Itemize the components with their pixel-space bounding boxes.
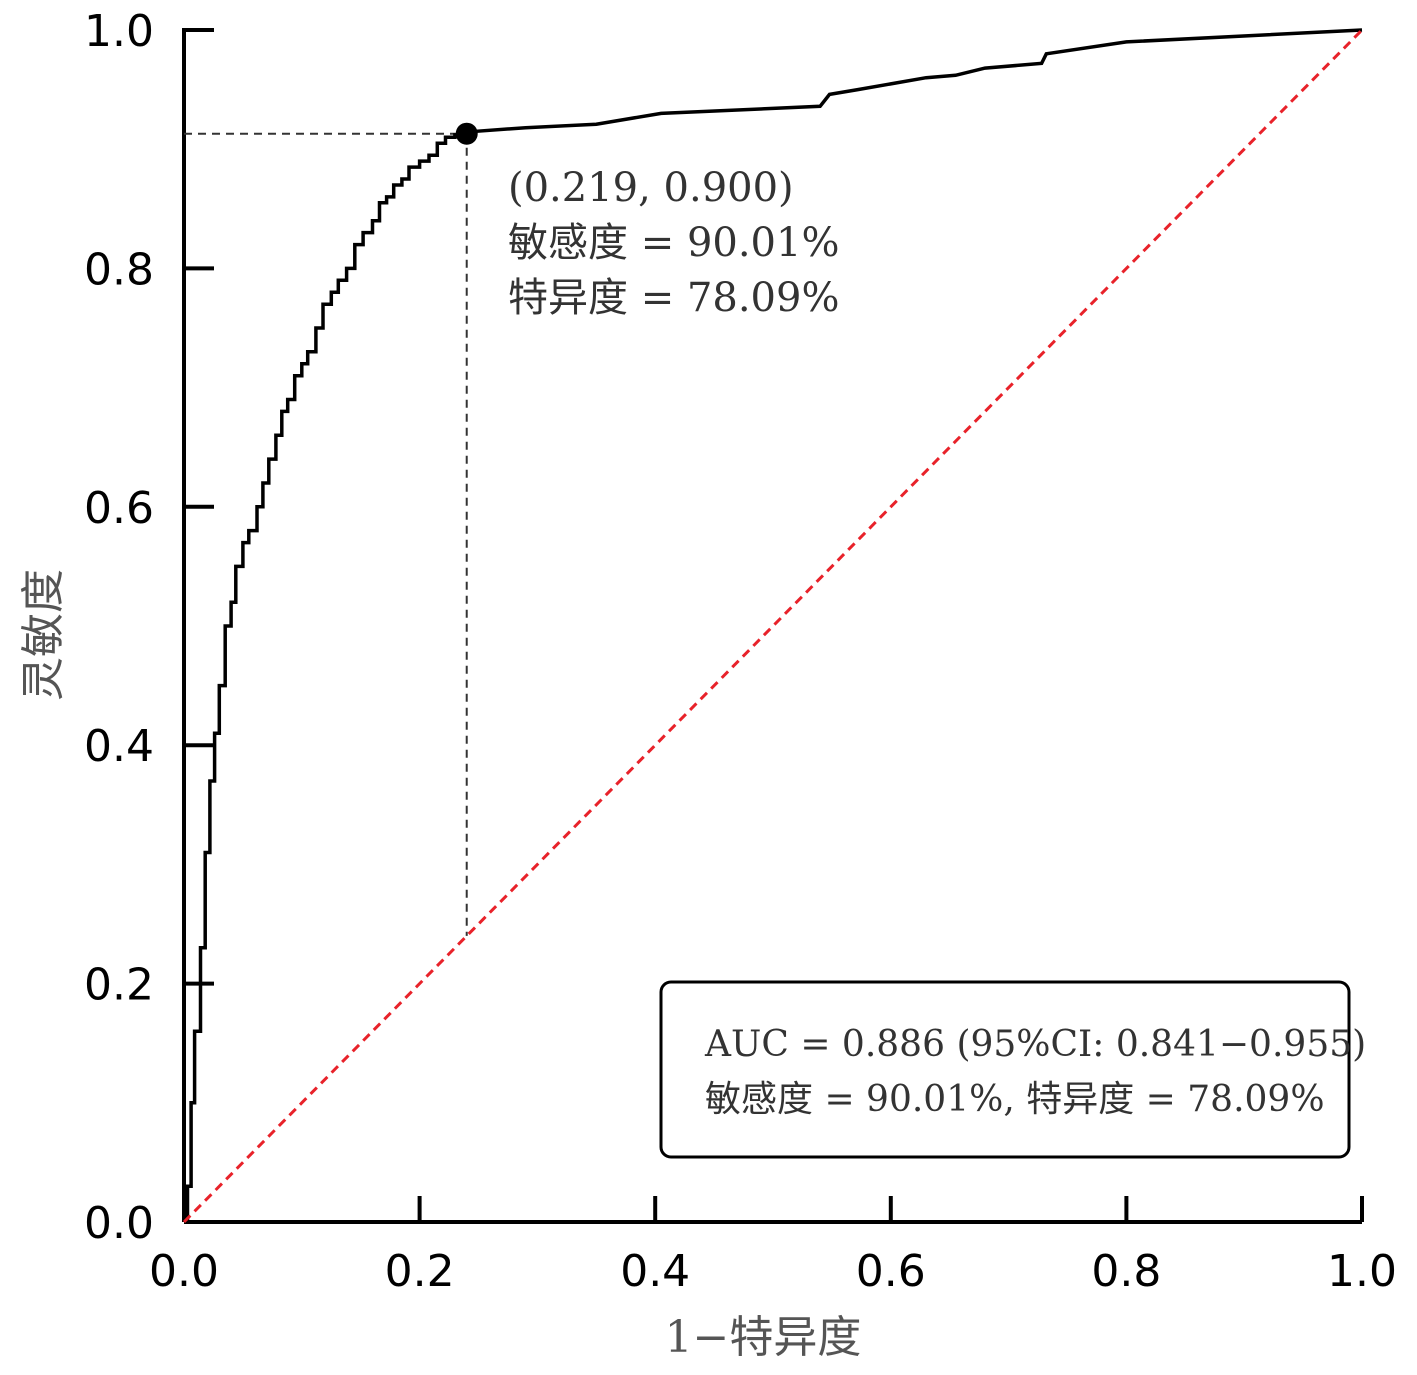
- cutoff-guides: [184, 132, 468, 936]
- legend-box: AUC = 0.886 (95%CI: 0.841−0.955) 敏感度 = 9…: [659, 980, 1366, 1159]
- y-tick-label: 0.2: [84, 960, 154, 1011]
- x-tick-label: 0.8: [1091, 1246, 1161, 1297]
- y-tick-label: 0.6: [84, 483, 154, 534]
- legend-line-metrics: 敏感度 = 90.01%, 特异度 = 78.09%: [705, 1079, 1325, 1120]
- cutoff-point-marker: [455, 122, 478, 145]
- x-tick-label: 0.4: [620, 1246, 690, 1297]
- annotation-line-2: 敏感度 = 90.01%: [508, 220, 839, 266]
- x-axis-title: 1−特异度: [665, 1312, 862, 1363]
- cutoff-annotation: (0.219, 0.900) 敏感度 = 90.01% 特异度 = 78.09%: [508, 165, 839, 321]
- x-ticks: 0.0 0.2 0.4 0.6 0.8 1.0: [149, 1196, 1397, 1297]
- annotation-line-1: (0.219, 0.900): [508, 165, 794, 211]
- x-tick-label: 1.0: [1327, 1246, 1397, 1297]
- annotation-line-3: 特异度 = 78.09%: [508, 275, 839, 321]
- y-tick-label: 0.0: [84, 1198, 154, 1249]
- y-tick-label: 0.8: [84, 244, 154, 295]
- reference-diagonal-line: [182, 28, 1364, 1224]
- x-tick-label: 0.2: [385, 1246, 455, 1297]
- y-tick-label: 1.0: [84, 6, 154, 57]
- y-tick-label: 0.4: [84, 721, 154, 772]
- legend-frame: [659, 980, 1351, 1159]
- x-tick-label: 0.6: [856, 1246, 926, 1297]
- x-tick-label: 0.0: [149, 1246, 219, 1297]
- legend-line-auc: AUC = 0.886 (95%CI: 0.841−0.955): [704, 1024, 1366, 1065]
- y-axis-title: 灵敏度: [18, 569, 69, 701]
- axes: [182, 28, 1362, 1224]
